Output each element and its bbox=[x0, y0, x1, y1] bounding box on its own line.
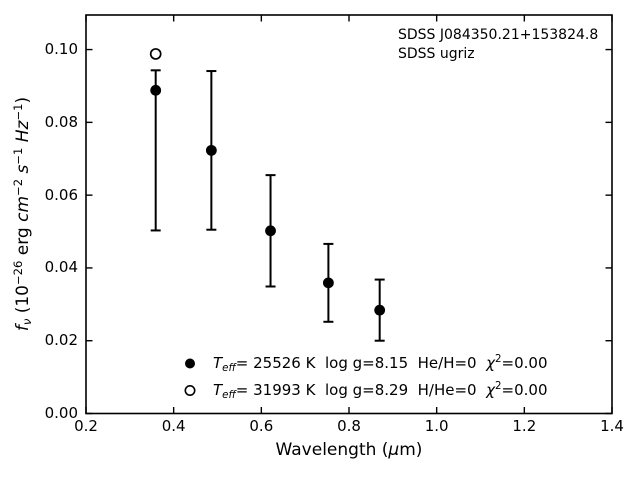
filled-circle-marker bbox=[374, 304, 386, 316]
axes-frame bbox=[85, 14, 613, 415]
text-segment: 2 bbox=[495, 381, 502, 393]
annotation-object-name: SDSS J084350.21+153824.8 bbox=[398, 27, 599, 43]
filled-circle-marker bbox=[205, 144, 217, 156]
filled-circle-marker bbox=[265, 225, 276, 237]
legend-entry-open: Teff= 31993 K log g=8.29 H/He=0 χ2=0.00 bbox=[213, 381, 547, 402]
text-segment: f bbox=[13, 325, 33, 332]
x-tick-label: 1.2 bbox=[512, 417, 537, 435]
text-segment: s bbox=[13, 164, 33, 174]
error-bars bbox=[150, 69, 385, 342]
text-segment: χ bbox=[486, 381, 496, 399]
y-tick-label: 0.02 bbox=[44, 331, 78, 350]
text-segment: T bbox=[213, 381, 223, 399]
text-segment: erg bbox=[13, 221, 33, 261]
plot-box bbox=[85, 14, 613, 415]
model-filled-points bbox=[150, 84, 386, 316]
text-segment: μ bbox=[388, 440, 400, 460]
open-circle-marker bbox=[149, 48, 162, 60]
model-open-points bbox=[149, 48, 162, 60]
y-tick-label: 0.08 bbox=[44, 112, 78, 131]
text-segment: eff bbox=[222, 389, 236, 401]
text-segment: = 31993 K log g=8.29 H/He=0 bbox=[235, 381, 487, 399]
text-segment: 2 bbox=[495, 354, 502, 366]
text-segment: =0.00 bbox=[501, 354, 548, 372]
x-tick-label: 1.0 bbox=[424, 417, 449, 435]
x-axis-label: Wavelength (μm) bbox=[199, 440, 499, 460]
filled-circle-marker bbox=[322, 277, 334, 289]
legend-open-circle-marker bbox=[184, 384, 196, 396]
text-segment: −1 bbox=[10, 147, 25, 165]
y-tick-label: 0.04 bbox=[44, 258, 78, 277]
text-segment: =0.00 bbox=[501, 381, 548, 399]
text-segment: ν bbox=[20, 318, 35, 326]
legend-entry-filled: Teff= 25526 K log g=8.15 He/H=0 χ2=0.00 bbox=[213, 354, 547, 375]
y-axis-label: fν (10−26 erg cm−2 s−1 Hz−1) bbox=[10, 4, 35, 424]
text-segment: T bbox=[213, 354, 223, 372]
text-segment: χ bbox=[486, 354, 496, 372]
text-segment: (10 bbox=[13, 285, 33, 319]
text-segment: Wavelength ( bbox=[275, 440, 389, 460]
x-tick-label: 0.4 bbox=[161, 417, 186, 435]
x-tick-label: 1.4 bbox=[600, 417, 624, 435]
text-segment: = 25526 K log g=8.15 He/H=0 bbox=[235, 354, 487, 372]
legend-markers bbox=[184, 358, 196, 396]
x-tick-label: 0.2 bbox=[74, 417, 98, 435]
y-tick-label: 0.10 bbox=[44, 40, 78, 59]
filled-circle-marker bbox=[150, 84, 162, 96]
x-tick-label: 0.6 bbox=[249, 417, 274, 435]
x-tick-label: 0.8 bbox=[337, 417, 361, 435]
text-segment bbox=[13, 142, 33, 147]
legend-filled-circle-marker bbox=[185, 358, 195, 369]
text-segment: eff bbox=[222, 362, 236, 374]
text-segment: m) bbox=[399, 440, 423, 460]
annotation-photometry-system: SDSS ugriz bbox=[398, 46, 475, 62]
y-tick-label: 0.06 bbox=[44, 185, 78, 204]
y-tick-label: 0.00 bbox=[44, 404, 78, 422]
